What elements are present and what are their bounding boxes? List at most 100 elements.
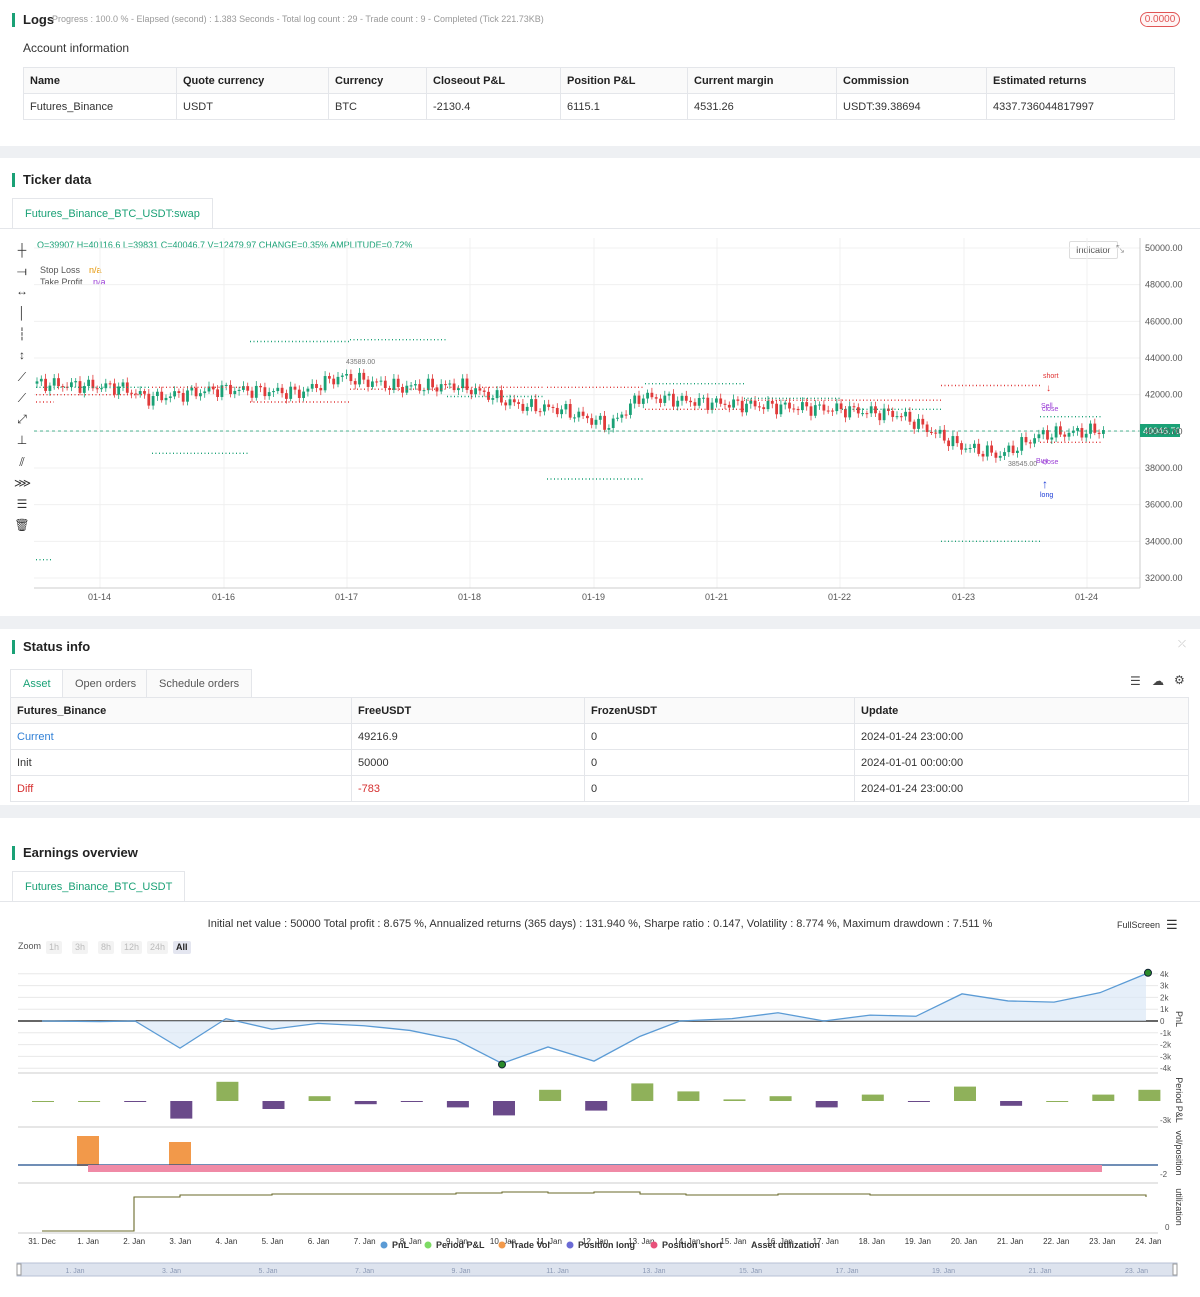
- candle-body: [891, 410, 895, 417]
- period-bar: [1092, 1094, 1115, 1101]
- vertical-segment-icon[interactable]: ┆: [18, 327, 26, 341]
- navigator-tick: 21. Jan: [1029, 1268, 1052, 1275]
- candlestick-chart: 40046.70 50000.00 48000.00 46000.00 44000.0…: [34, 238, 1183, 602]
- collapse-icon[interactable]: ⤫: [1178, 639, 1186, 650]
- candle-body: [672, 393, 675, 407]
- price-range-icon[interactable]: ⊥: [16, 433, 28, 447]
- horizontal-ray-icon[interactable]: ⟞: [17, 264, 27, 278]
- candle-body: [422, 390, 426, 392]
- x-tick-label: 3. Jan: [169, 1237, 191, 1246]
- candle-body: [809, 406, 813, 416]
- candle-body: [710, 402, 714, 410]
- period-bar: [861, 1094, 884, 1101]
- signal-sell: Sell: [1041, 403, 1053, 410]
- asset-cell: 2024-01-01 00:00:00: [854, 749, 1189, 776]
- zoom-1h[interactable]: 1h: [46, 941, 63, 954]
- zoom-8h[interactable]: 8h: [98, 941, 115, 954]
- tab-underline: [0, 228, 1200, 229]
- candle-body: [495, 390, 499, 399]
- ray-line-icon[interactable]: ⟋: [17, 391, 27, 405]
- navigator-bar[interactable]: [16, 1262, 1178, 1277]
- candle-body: [895, 416, 899, 418]
- candle-body: [362, 372, 366, 380]
- x-tick-label: 20. Jan: [951, 1237, 977, 1246]
- pitchfork-icon[interactable]: ⋙: [14, 476, 32, 490]
- extended-line-icon[interactable]: ⤢: [17, 412, 27, 426]
- horizontal-line-icon[interactable]: ↔: [16, 284, 28, 298]
- asset-cell: 2024-01-24 23:00:00: [854, 723, 1189, 750]
- cloud-upload-icon[interactable]: ☁: [1152, 674, 1164, 688]
- account-cell: BTC: [328, 93, 427, 120]
- asset-row-current: Current 49216.9 0 2024-01-24 23:00:00: [10, 723, 1189, 750]
- navigator-handle-right[interactable]: [1172, 1263, 1178, 1276]
- candle-body: [684, 395, 688, 401]
- trash-icon[interactable]: 🗑: [14, 518, 30, 532]
- tab-earnings-symbol[interactable]: Futures_Binance_BTC_USDT: [12, 871, 186, 901]
- candle-body: [904, 411, 907, 417]
- zoom-12h[interactable]: 12h: [121, 941, 143, 954]
- indicator-button[interactable]: Indicator: [1069, 241, 1118, 259]
- trend-line-icon[interactable]: ⟋: [17, 370, 27, 384]
- candle-body: [844, 409, 847, 418]
- candle-body: [719, 398, 723, 404]
- utilization-line: [42, 1191, 1147, 1232]
- candle-body: [968, 448, 972, 450]
- signal-long: long: [1040, 492, 1053, 499]
- candle-body: [994, 452, 998, 458]
- zoom-24h[interactable]: 24h: [147, 941, 169, 954]
- account-cell: 6115.1: [560, 93, 688, 120]
- asset-header: Update: [854, 697, 1189, 724]
- candle-body: [706, 397, 710, 410]
- parallel-channel-icon[interactable]: ⫽: [19, 455, 25, 469]
- legend-marker: [424, 1241, 432, 1249]
- candle-body: [753, 400, 757, 407]
- candle-body: [353, 381, 357, 385]
- expand-icon[interactable]: ⤡: [1116, 244, 1124, 255]
- candle-body: [856, 407, 860, 414]
- asset-cell: Init: [10, 749, 352, 776]
- candle-body: [130, 392, 133, 394]
- tab-schedule-orders[interactable]: Schedule orders: [146, 669, 253, 697]
- candle-body: [151, 396, 155, 406]
- period-bar: [815, 1101, 838, 1108]
- logs-panel: Logs Progress : 100.0 % - Elapsed (secon…: [0, 0, 1200, 146]
- candle-body: [134, 393, 138, 395]
- tab-asset[interactable]: Asset: [10, 669, 64, 697]
- tab-open-orders[interactable]: Open orders: [62, 669, 150, 697]
- x-tick-label: 01-17: [335, 592, 358, 602]
- vertical-arrow-icon[interactable]: ↕: [19, 348, 25, 362]
- asset-cell: 0: [584, 775, 855, 802]
- navigator-tick: 11. Jan: [546, 1268, 569, 1275]
- tab-ticker-symbol[interactable]: Futures_Binance_BTC_USDT:swap: [12, 198, 213, 228]
- candle-body: [409, 385, 413, 387]
- menu-icon[interactable]: ☰: [1166, 917, 1178, 932]
- candle-body: [211, 386, 215, 390]
- navigator-ticks: 1. Jan 3. Jan 5. Jan 7. Jan 9. Jan 11. Jan 13.…: [65, 1268, 1148, 1275]
- crosshair-icon[interactable]: ┼: [17, 243, 27, 257]
- fullscreen-button[interactable]: FullScreen: [1117, 920, 1161, 930]
- zoom-3h[interactable]: 3h: [72, 941, 89, 954]
- candle-body: [461, 378, 465, 389]
- period-bar: [308, 1096, 331, 1101]
- candle-body: [87, 379, 90, 387]
- legend-marker: [566, 1241, 574, 1249]
- x-tick-label: 15. Jan: [720, 1237, 746, 1246]
- candle-body: [57, 378, 60, 387]
- fib-retracement-icon[interactable]: ☰: [16, 497, 28, 511]
- x-tick-label: 7. Jan: [354, 1237, 376, 1246]
- x-tick-label: 23. Jan: [1089, 1237, 1115, 1246]
- candle-body: [246, 386, 250, 391]
- candle-body: [581, 411, 585, 416]
- zoom-all[interactable]: All: [173, 941, 191, 954]
- y-tick-label: 2k: [1160, 993, 1169, 1002]
- candle-body: [379, 380, 383, 382]
- navigator-handle-left[interactable]: [16, 1263, 22, 1276]
- asset-header: Futures_Binance: [10, 697, 352, 724]
- vertical-line-icon[interactable]: │: [18, 306, 26, 320]
- candle-body: [822, 404, 826, 411]
- candle-body: [95, 388, 99, 390]
- candle-body: [633, 395, 637, 404]
- logs-badge[interactable]: 0.0000: [1140, 12, 1180, 27]
- list-icon[interactable]: ☰: [1130, 674, 1141, 688]
- settings-icon[interactable]: ⚙: [1174, 673, 1185, 687]
